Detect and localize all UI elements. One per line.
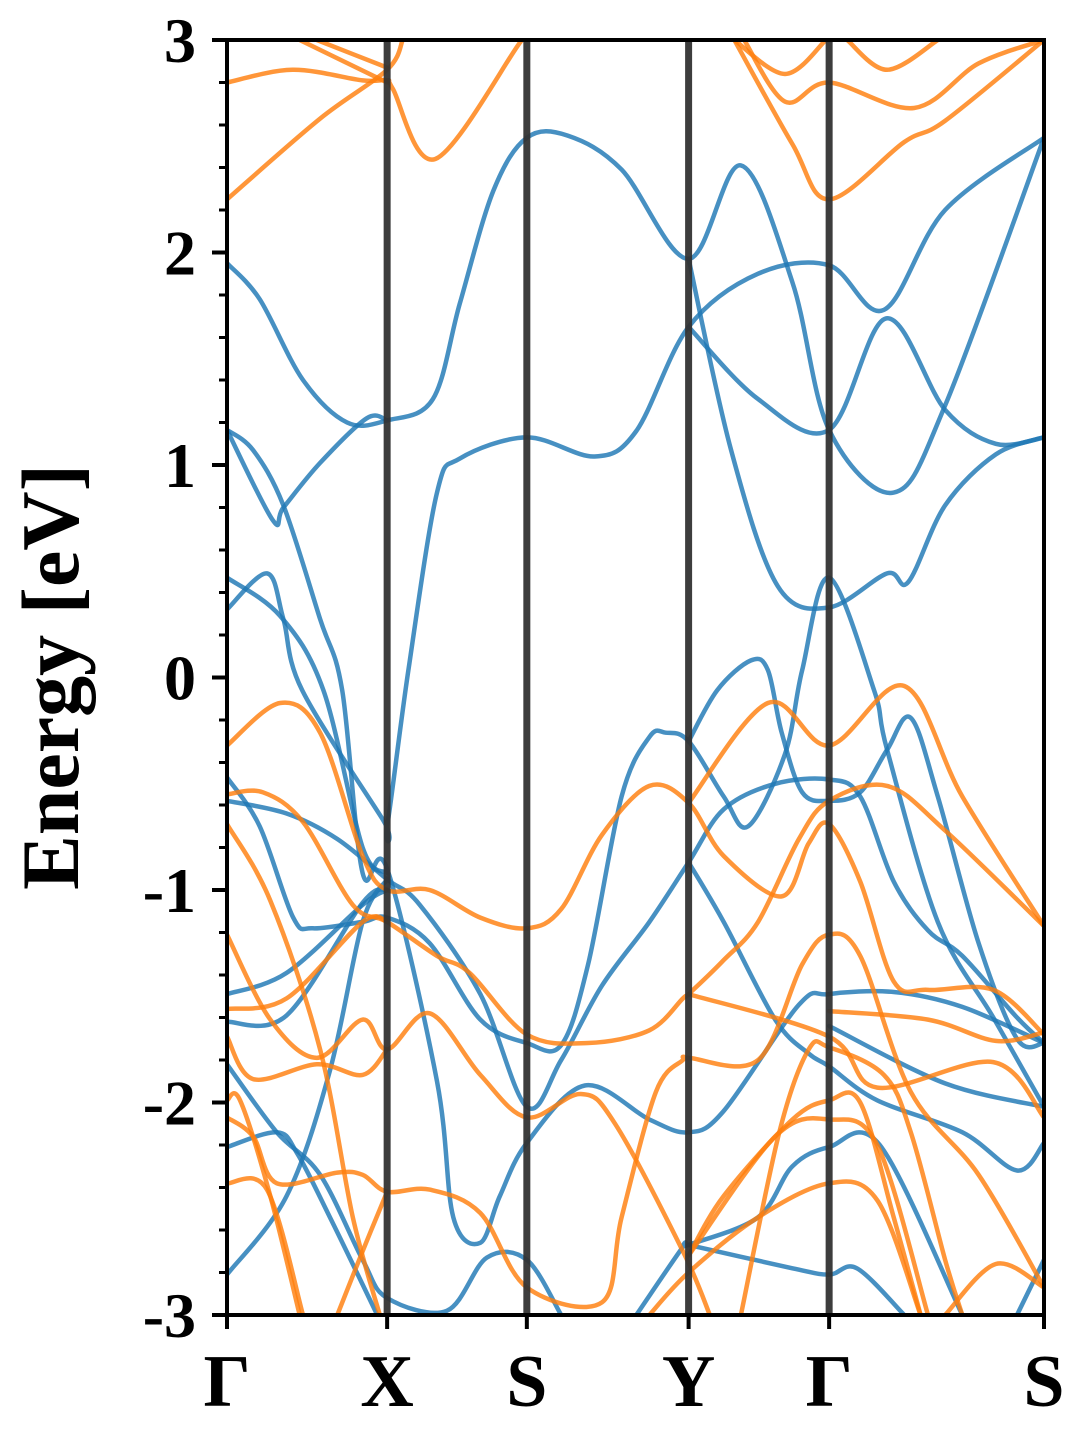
band-spin_b-4 — [732, 40, 829, 77]
band-spin_a-1 — [227, 413, 390, 528]
plot-frame — [225, 38, 1046, 1317]
band-spin_b-1 — [227, 40, 405, 202]
band-spin_b-25 — [826, 1008, 1044, 1044]
bands-layer — [227, 40, 1044, 1315]
x-tick-label: Y — [662, 1341, 715, 1423]
band-spin_b-11 — [686, 991, 1044, 1120]
band-spin_b-18 — [227, 1176, 306, 1315]
y-axis-title: Energy [eV] — [5, 464, 96, 890]
y-tick-label: -2 — [143, 1068, 196, 1139]
band-spin_b-9 — [227, 782, 1044, 1046]
band-spin_b-7 — [844, 40, 941, 73]
band-spin_a-4 — [227, 575, 390, 876]
x-tick-label: X — [360, 1341, 413, 1423]
band-spin_b-19 — [335, 1189, 390, 1315]
band-spin_a-16 — [686, 1242, 907, 1315]
band-spin_a-12 — [227, 1062, 564, 1315]
y-tick-label: 3 — [164, 5, 196, 76]
y-tick-label: -1 — [143, 855, 196, 926]
band-spin_a-18 — [686, 256, 1044, 611]
band-spin_b-15 — [227, 1034, 390, 1083]
band-spin_b-16 — [227, 1091, 302, 1315]
y-axis: 3 2 1 0 -1 -2 -3 — [143, 5, 227, 1351]
x-tick-label: S — [1023, 1341, 1064, 1423]
band-spin_b-10 — [686, 683, 1044, 929]
y-tick-label: 1 — [164, 430, 196, 501]
band-spin_b-13 — [227, 932, 713, 1315]
band-spin_b-6 — [732, 40, 1044, 202]
band-spin_b-0 — [227, 40, 530, 162]
band-spin_a-3 — [227, 135, 1044, 844]
band-spin_b-5 — [741, 40, 1044, 111]
y-tick-label: 0 — [164, 643, 196, 714]
band-spin_b-14 — [227, 914, 390, 1012]
band-spin_a-9 — [826, 1023, 1044, 1110]
x-tick-label: Γ — [806, 1341, 853, 1423]
band-spin_a-15 — [634, 1130, 965, 1315]
band-spin_b-12 — [227, 821, 383, 1315]
y-tick-label: 2 — [164, 218, 196, 289]
band-spin_a-7 — [227, 776, 1044, 1111]
y-tick-label: -3 — [143, 1280, 196, 1351]
x-tick-label: S — [506, 1341, 547, 1423]
band-spin_b-2 — [297, 40, 390, 85]
kpoint-lines — [383, 40, 833, 1315]
band-spin_a-5 — [686, 656, 1044, 1050]
band-spin_b-24 — [942, 1261, 1044, 1315]
band-spin_b-21 — [738, 1039, 965, 1315]
band-spin_b-17 — [227, 931, 1044, 1310]
x-tick-label: Γ — [203, 1341, 250, 1423]
band-spin_b-8 — [227, 700, 1044, 1037]
band-spin_a-2 — [227, 427, 1044, 1247]
band-spin_a-19 — [686, 316, 1044, 448]
band-spin_a-0 — [227, 128, 1044, 496]
